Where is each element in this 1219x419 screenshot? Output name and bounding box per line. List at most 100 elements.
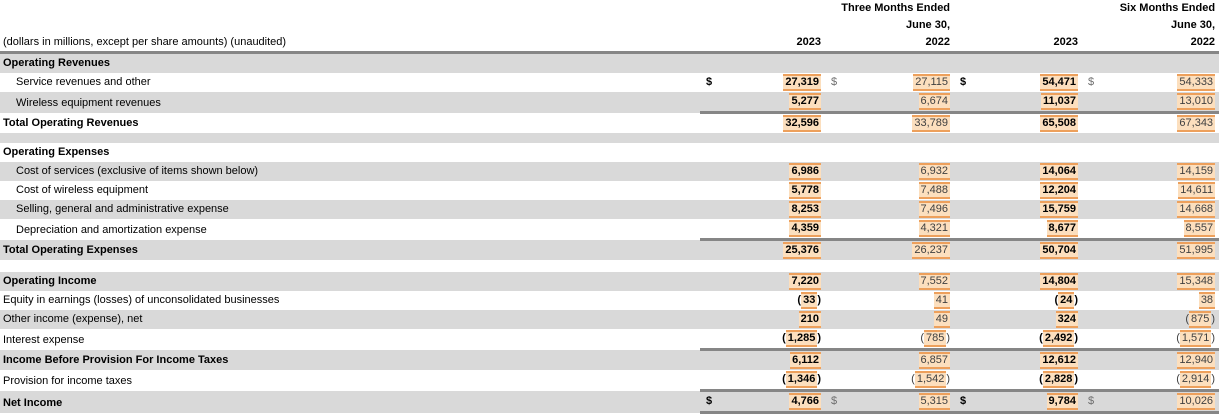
value-highlight: 12,612 (1040, 352, 1079, 369)
table-row: Equity in earnings (losses) of unconsoli… (0, 291, 1219, 310)
dollar-sign-cell (700, 162, 728, 181)
dollar-sign-cell (825, 162, 861, 181)
dollar-sign-cell (700, 349, 728, 370)
dollar-sign-cell (700, 239, 728, 260)
dollar-sign-cell (954, 162, 991, 181)
dollar-sign-cell (825, 329, 861, 351)
dollar-sign-cell (825, 143, 861, 162)
table-row: Wireless equipment revenues 5,277 6,674 11,… (0, 92, 1219, 114)
dollar-sign-cell (954, 272, 991, 291)
value-highlight: 50,704 (1040, 242, 1079, 259)
row-label: Depreciation and amortization expense (16, 223, 207, 236)
table-row: Other income (expense), net 210 49 324 (875) (0, 310, 1219, 329)
dollar-sign-cell (700, 181, 728, 200)
dollar-sign-cell: $ (825, 390, 861, 414)
value-highlight: 8,677 (1046, 220, 1079, 237)
header-spacer (825, 34, 861, 54)
value-cell: 15,348 (1116, 272, 1219, 291)
value-highlight: 5,778 (789, 182, 821, 199)
value-cell: 49 (861, 310, 955, 329)
dollar-sign-cell (825, 92, 861, 114)
dollar-sign-cell (700, 113, 728, 134)
dollar-sign-cell: $ (954, 390, 991, 414)
row-label: Service revenues and other (16, 76, 151, 88)
value-highlight: 14,668 (1177, 201, 1216, 218)
row-label: Wireless equipment revenues (0, 92, 700, 113)
table-row: Operating Income 7,220 7,552 14,804 15,348 (0, 272, 1219, 291)
value-highlight: 8,253 (789, 201, 821, 218)
value-highlight: 32,596 (783, 115, 821, 132)
value-highlight: 25,376 (783, 242, 821, 259)
dollar-sign-cell (700, 52, 728, 73)
value-cell: 5,315 (861, 390, 955, 414)
date-header-row: June 30, June 30, (0, 17, 1219, 34)
dollar-sign-cell (825, 370, 861, 392)
value-cell: (33) (728, 291, 825, 310)
dollar-sign-cell (700, 370, 728, 392)
value-cell: 6,857 (861, 349, 955, 370)
value-cell: 4,359 (728, 219, 825, 241)
dollar-sign-cell (700, 272, 728, 291)
dollar-sign-cell (954, 370, 991, 392)
value-highlight: 210 (798, 311, 821, 328)
value-highlight: 12,204 (1040, 182, 1079, 199)
row-label: Operating Income (0, 272, 700, 291)
year-header-2023-q: 2023 (728, 34, 825, 54)
value-highlight: 7,552 (918, 273, 951, 290)
value-highlight: 4,766 (789, 393, 821, 410)
dollar-sign-cell (700, 92, 728, 114)
value-cell: 5,778 (728, 181, 825, 200)
table-row: Total Operating Revenues 32,596 33,789 65,5… (0, 113, 1219, 134)
value-cell: 14,611 (1116, 181, 1219, 200)
dollar-sign-cell: $ (960, 76, 967, 88)
dollar-sign-cell: $ (700, 390, 728, 414)
table-row: Cost of services (exclusive of items sho… (0, 162, 1219, 181)
dollar-sign-cell (825, 272, 861, 291)
dollar-sign-cell (700, 219, 728, 241)
value-highlight: 49 (933, 311, 951, 328)
value-cell (728, 52, 825, 73)
dollar-sign-cell (1082, 52, 1117, 73)
dollar-sign-cell (1082, 162, 1117, 181)
value-highlight: 1,542 (914, 371, 947, 388)
value-highlight: 65,508 (1040, 115, 1079, 132)
dollar-sign-cell (954, 329, 991, 351)
table-row: Cost of wireless equipment 5,778 7,488 12,2… (0, 181, 1219, 200)
value-cell: 14,159 (1116, 162, 1219, 181)
value-highlight: 54,471 (1040, 74, 1079, 91)
spacer-cell (0, 133, 1219, 143)
row-label: Total Operating Revenues (3, 117, 139, 129)
value-highlight: 5,277 (789, 93, 821, 110)
table-body: Operating Revenues Service revenues and o… (0, 52, 1219, 414)
value-cell: 7,552 (861, 272, 955, 291)
value-highlight: 785 (924, 330, 947, 347)
value-highlight: 2,914 (1179, 371, 1212, 388)
dollar-sign-cell: $ (831, 76, 838, 88)
value-highlight: 14,159 (1177, 163, 1216, 180)
value-highlight: 1,571 (1179, 330, 1212, 347)
value-cell: (2,914) (1116, 370, 1219, 392)
table-row: Depreciation and amortization expense 4,3… (0, 219, 1219, 241)
dollar-sign-cell (825, 349, 861, 370)
dollar-sign-cell (1082, 113, 1116, 134)
dollar-sign-cell (954, 113, 990, 134)
row-label: Other income (expense), net (0, 310, 700, 329)
dollar-sign-cell (700, 143, 728, 162)
year-header-row: (dollars in millions, except per share a… (0, 34, 1219, 54)
row-label: Provision for income taxes (3, 374, 132, 387)
table-row: Operating Expenses (0, 143, 1219, 162)
table-row: Total Operating Expenses 25,376 26,237 50,7… (0, 239, 1219, 260)
value-cell: (1,571) (1116, 329, 1219, 351)
dollar-sign-cell (825, 113, 861, 134)
value-cell: 8,253 (728, 200, 825, 219)
year-header-2022-q: 2022 (861, 34, 955, 54)
dollar-sign-cell (1082, 272, 1117, 291)
value-cell: 67,343 (1116, 113, 1219, 134)
header-spacer (954, 34, 991, 54)
row-label: Operating Expenses (3, 146, 110, 158)
spacer-row (0, 260, 1219, 272)
value-cell: (2,492) (990, 329, 1083, 351)
dollar-sign-cell (825, 239, 861, 260)
table-row: Income Before Provision For Income Taxes… (0, 349, 1219, 370)
value-cell: 54,333 (1116, 73, 1219, 92)
